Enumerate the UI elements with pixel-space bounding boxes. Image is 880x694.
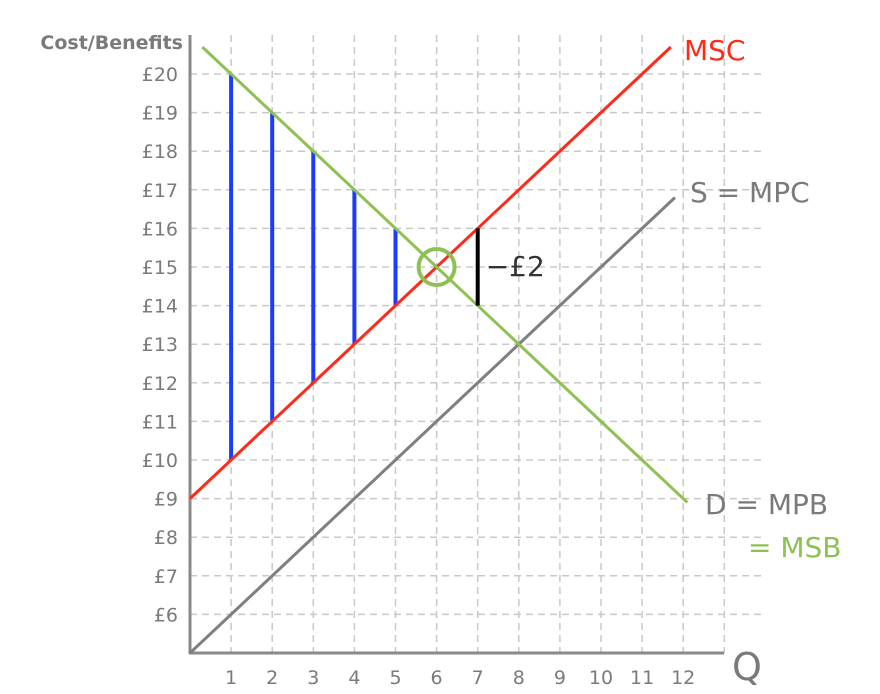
mpc-line [188,196,677,655]
msb-label: = MSB [748,531,842,564]
y-tick-label: £16 [142,218,178,240]
optimum-circle [416,247,457,287]
y-tick-label: £8 [154,527,178,549]
y-tick-label: £11 [142,411,178,433]
x-tick-label: 12 [671,667,695,689]
x-tick-label: 6 [431,667,443,689]
x-tick-label: 8 [513,667,525,689]
y-axis-title: Cost/Benefits [40,32,183,54]
curves [188,45,689,655]
y-tick-label: £12 [142,373,178,395]
y-tick-label: £15 [142,257,178,279]
x-tick-label: 1 [225,667,237,689]
x-tick-label: 3 [307,667,319,689]
x-tick-label: 7 [472,667,484,689]
y-tick-label: £6 [154,604,178,626]
x-tick-label: 5 [389,667,401,689]
y-tick-label: £13 [142,334,178,356]
x-axis-title: Q [732,645,762,689]
x-tick-label: 11 [630,667,654,689]
x-axis-ticks: 1 2 3 4 5 6 7 8 9 10 11 12 [225,667,695,689]
y-tick-label: £7 [154,566,178,588]
y-tick-label: £19 [142,103,178,125]
loss-label: −£2 [486,250,545,283]
y-tick-label: £18 [142,141,178,163]
y-axis-ticks: £6 £7 £8 £9 £10 £11 £12 £13 £14 £15 £16 £17 £18 £19 £2… [142,64,178,626]
y-tick-label: £9 [154,489,178,511]
grid [190,35,764,653]
y-tick-label: £17 [142,180,178,202]
msb-line [201,45,689,504]
y-tick-label: £20 [142,64,178,86]
x-tick-label: 9 [554,667,566,689]
x-tick-label: 10 [589,667,613,689]
msc-line [188,45,672,500]
y-tick-label: £14 [142,296,178,318]
msc-label: MSC [684,34,745,67]
mpc-label: S = MPC [690,176,810,209]
y-tick-label: £10 [142,450,178,472]
x-tick-label: 2 [266,667,278,689]
welfare-gap-bars [229,74,398,460]
x-tick-label: 4 [348,667,360,689]
mpb-label: D = MPB [705,488,828,521]
